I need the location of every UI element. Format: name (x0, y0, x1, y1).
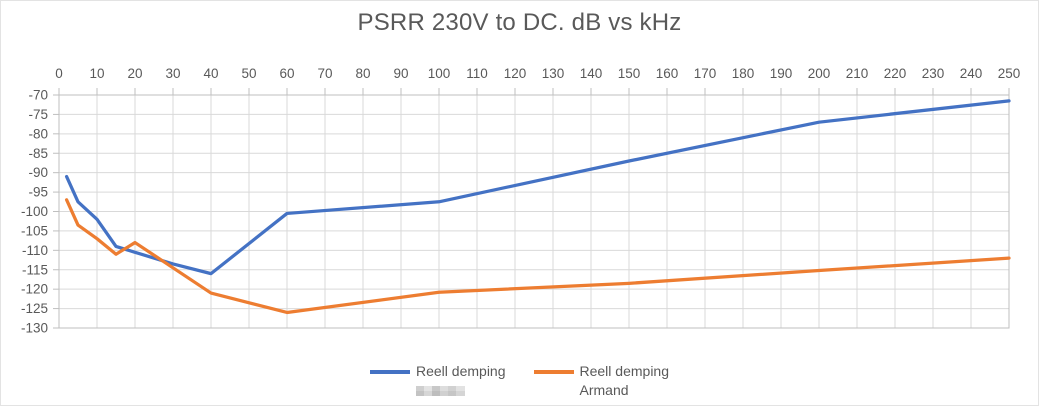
x-tick-label: 20 (127, 66, 142, 81)
x-tick-label: 140 (580, 66, 603, 81)
x-tick-label: 180 (732, 66, 755, 81)
y-tick-label: -130 (21, 321, 48, 336)
series-line-reell-demping (64, 99, 1011, 276)
x-tick-label: 120 (504, 66, 527, 81)
x-tick-label: 160 (656, 66, 679, 81)
x-tick-label: 10 (89, 66, 104, 81)
x-tick-label: 150 (618, 66, 641, 81)
legend-redacted-label (416, 386, 465, 396)
x-tick-label: 210 (846, 66, 869, 81)
x-tick-label: 200 (808, 66, 831, 81)
x-tick-label: 250 (998, 66, 1021, 81)
chart-legend: Reell demping Reell demping Armand (1, 362, 1038, 400)
x-tick-label: 70 (317, 66, 332, 81)
x-tick-label: 90 (393, 66, 408, 81)
x-tick-label: 220 (884, 66, 907, 81)
chart-title: PSRR 230V to DC. dB vs kHz (357, 9, 682, 36)
x-tick-label: 190 (770, 66, 793, 81)
y-tick-label: -90 (28, 165, 48, 180)
x-tick-label: 100 (428, 66, 451, 81)
y-tick-label: -100 (21, 204, 48, 219)
legend-label: Reell demping (579, 363, 670, 379)
x-tick-label: 80 (355, 66, 370, 81)
y-tick-label: -125 (21, 301, 48, 316)
y-tick-label: -95 (28, 185, 48, 200)
y-tick-label: -110 (22, 243, 48, 258)
y-tick-label: -120 (21, 282, 48, 297)
x-tick-label: 40 (203, 66, 218, 81)
legend-entry-reell-demping-armand: Reell demping Armand (533, 362, 670, 400)
x-tick-label: 240 (960, 66, 983, 81)
y-tick-label: -85 (28, 146, 48, 161)
y-tick-label: -80 (28, 126, 48, 141)
x-tick-label: 50 (241, 66, 256, 81)
y-tick-label: -105 (21, 223, 48, 238)
legend-sublabel: Armand (579, 382, 629, 398)
y-tick-label: -115 (22, 262, 48, 277)
x-tick-label: 130 (542, 66, 565, 81)
x-tick-label: 0 (55, 66, 63, 81)
legend-swatch-blue-line (370, 370, 410, 374)
x-tick-label: 110 (466, 66, 488, 81)
x-tick-label: 170 (694, 66, 717, 81)
x-tick-label: 30 (165, 66, 180, 81)
series-line-reell-demping-armand (64, 198, 1011, 315)
x-tick-label: 60 (279, 66, 294, 81)
x-tick-label: 230 (922, 66, 945, 81)
y-tick-label: -75 (28, 107, 48, 122)
legend-entry-reell-demping: Reell demping (370, 362, 506, 396)
legend-label: Reell demping (416, 363, 506, 379)
legend-swatch-orange-line (533, 370, 574, 374)
y-tick-label: -70 (28, 88, 48, 103)
